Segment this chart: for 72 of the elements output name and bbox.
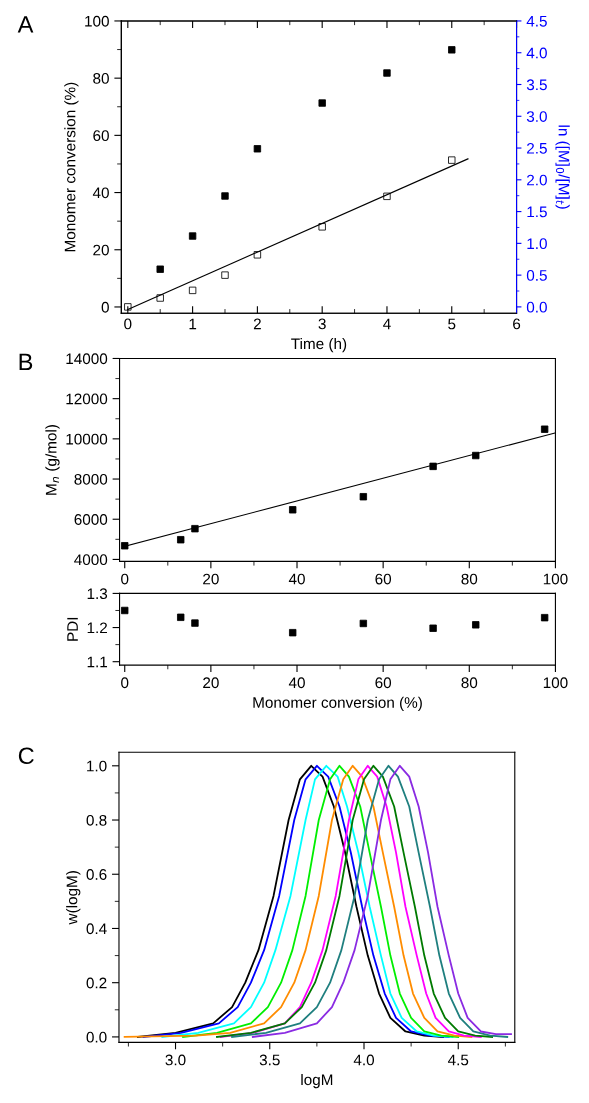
x-tick-label: 3.0 [165,1054,186,1066]
y-tick-label: 0.4 [86,923,107,935]
x-tick-label: 0 [124,318,132,330]
y-tick-label: 4000 [74,554,108,566]
text: A [17,16,34,33]
y-tick-label: 1.2 [87,622,107,634]
y2-tick-label: 3.0 [526,111,547,122]
text: C [18,747,34,765]
y-tick-label: 60 [93,130,109,142]
x-tick-label: 6 [513,318,521,330]
x-tick-label: 20 [203,573,219,585]
y-tick-label: 6000 [74,514,108,525]
y2-tick-label: 3.5 [526,79,547,91]
x-tick-label: 20 [203,677,219,689]
y-tick-label: 0 [101,301,109,313]
point [156,294,164,302]
point [221,271,229,279]
x-tick-label: 100 [543,677,568,689]
y-tick-label: 1.0 [87,760,107,772]
text: B [19,353,33,371]
point [253,251,262,259]
point [448,156,456,164]
x-tick-label: 3 [318,318,326,330]
y2-tick-label: 0.5 [526,269,547,281]
y-tick-label: 10000 [66,433,108,445]
y2-tick-label: 4.5 [526,15,547,27]
y-tick-label: 40 [92,187,109,199]
x-axis-title: Monomer conversion (%) [253,696,422,711]
x-axis-title: logM [301,1073,333,1089]
x-tick-label: 2 [253,318,261,330]
y-tick-label: 20 [93,244,109,256]
y2-tick-label: 1.0 [527,238,547,250]
y-tick-label: 0.8 [86,814,107,826]
y-tick-label: 1.3 [87,588,108,600]
y2-axis-title: ln ([M]$_{0}$/[M]$_{t}$) [555,125,570,209]
y-axis-title: Monomer conversion (%) [64,82,79,252]
y-tick-label: 0.6 [86,869,107,880]
point [188,286,197,295]
x-tick-label: 60 [375,677,392,689]
y-axis-title: w(logM) [66,871,81,925]
y-tick-label: 80 [93,73,109,84]
x-tick-label: 60 [375,573,392,585]
x-tick-label: 0 [121,573,129,585]
x-tick-label: 80 [461,573,478,585]
y-tick-label: 1.1 [87,656,108,668]
x-tick-label: 4.0 [353,1054,375,1066]
y-tick-label: 0.2 [86,977,107,989]
x-tick-label: 40 [288,573,305,585]
y2-tick-label: 4.0 [526,47,547,59]
y2-tick-label: 2.0 [527,174,547,186]
y-tick-label: 100 [85,15,109,27]
x-tick-label: 80 [461,677,478,689]
x-tick-label: 5 [448,318,456,330]
x-tick-label: 3.5 [259,1054,280,1066]
x-axis-title: Time (h) [291,337,347,353]
x-tick-label: 100 [543,573,568,585]
y-axis-title: PDI [67,617,78,641]
point [318,223,326,231]
y-tick-label: 12000 [66,393,108,405]
y-axis-title: M$_{n}$ (g/mol) [45,425,60,495]
x-tick-label: 4 [383,318,391,330]
point [383,192,391,201]
y2-tick-label: 2.5 [527,142,547,154]
x-tick-label: 40 [288,677,305,689]
y2-tick-label: 1.5 [527,206,547,218]
y-tick-label: 14000 [66,353,108,365]
y-tick-label: 8000 [74,473,108,485]
y-tick-label: 0.0 [86,1031,107,1043]
y2-tick-label: 0.0 [526,301,547,313]
x-tick-label: 4.5 [447,1054,469,1066]
x-tick-label: 1 [189,318,197,330]
x-tick-label: 0 [121,677,129,689]
